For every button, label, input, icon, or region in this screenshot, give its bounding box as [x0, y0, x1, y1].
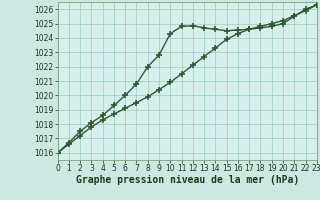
X-axis label: Graphe pression niveau de la mer (hPa): Graphe pression niveau de la mer (hPa) [76, 175, 299, 185]
